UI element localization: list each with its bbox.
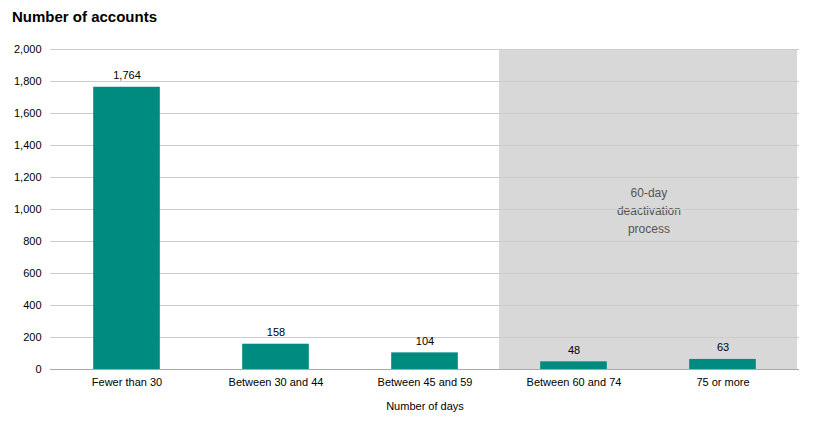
- html-text:Number of accounts: Number of accounts: [12, 8, 157, 25]
- svg-text:200: 200: [23, 331, 41, 343]
- svg-text:158: 158: [267, 326, 285, 338]
- svg-text:Number of days: Number of days: [386, 400, 464, 412]
- svg-text:1,000: 1,000: [14, 203, 42, 215]
- svg-text:2,000: 2,000: [14, 43, 42, 55]
- svg-text:104: 104: [416, 335, 434, 347]
- svg-text:1,400: 1,400: [14, 139, 42, 151]
- svg-text:1,764: 1,764: [113, 69, 141, 81]
- svg-text:75 or more: 75 or more: [696, 376, 749, 388]
- svg-text:Between 30 and 44: Between 30 and 44: [229, 376, 324, 388]
- svg-text:0: 0: [35, 363, 41, 375]
- svg-text:600: 600: [23, 267, 41, 279]
- svg-text:800: 800: [23, 235, 41, 247]
- svg-text:1,600: 1,600: [14, 107, 42, 119]
- svg-text:60-daydeactivationprocess: 60-daydeactivationprocess: [617, 186, 681, 236]
- svg-text:1,800: 1,800: [14, 75, 42, 87]
- svg-text:63: 63: [717, 341, 729, 353]
- svg-text:Fewer than 30: Fewer than 30: [92, 376, 162, 388]
- svg-text:Between 45 and 59: Between 45 and 59: [378, 376, 473, 388]
- svg-text:Between 60 and 74: Between 60 and 74: [527, 376, 622, 388]
- svg-text:1,200: 1,200: [14, 171, 42, 183]
- svg-text:400: 400: [23, 299, 41, 311]
- svg-text:48: 48: [568, 344, 580, 356]
